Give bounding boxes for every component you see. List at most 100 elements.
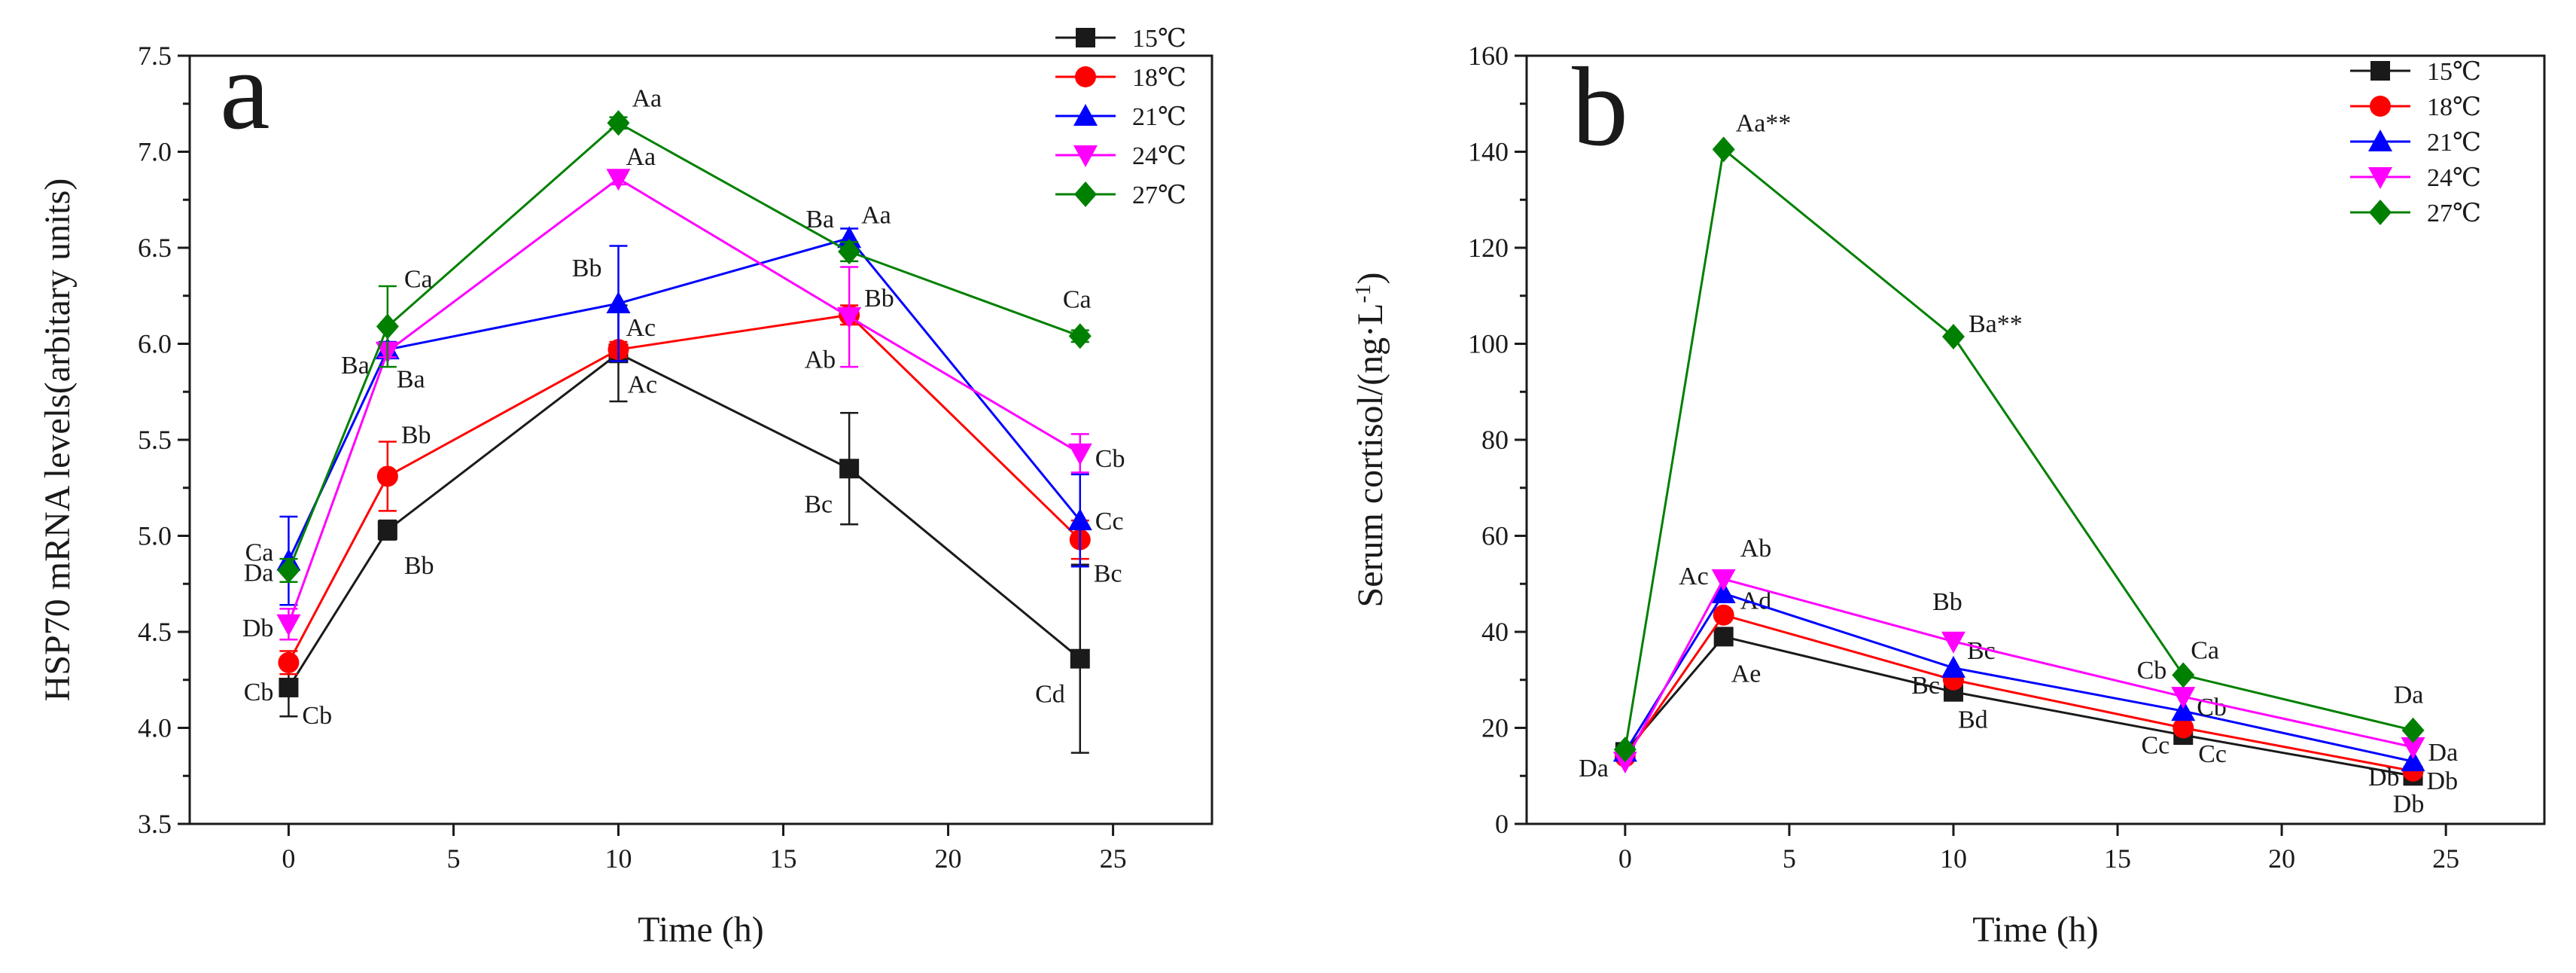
plot-frame — [1525, 54, 2546, 825]
data-point — [607, 110, 630, 136]
panel-letter: b — [1572, 44, 1628, 169]
data-point — [837, 307, 862, 329]
point-label: Cd — [1035, 681, 1065, 709]
x-tick-label: 25 — [1100, 843, 1127, 874]
legend-label: 24℃ — [1132, 142, 1186, 170]
y-axis-title: Serum cortisol/(ng·L-1) — [1350, 273, 1391, 608]
legend-marker — [2369, 200, 2392, 225]
data-point — [1713, 604, 1734, 626]
point-label: Da — [1579, 755, 1609, 782]
legend-label: 24℃ — [2427, 164, 2481, 192]
point-label: Ae — [1731, 660, 1761, 688]
point-label: Ca — [404, 266, 433, 294]
data-point — [1711, 569, 1736, 591]
point-label: Db — [2368, 764, 2400, 792]
x-tick-label: 10 — [1940, 843, 1967, 874]
point-label: Aa** — [1736, 109, 1792, 137]
y-tick-label: 5.5 — [138, 425, 172, 455]
data-point — [1712, 136, 1735, 163]
series-3: Da Ab Bb Cb Da — [1579, 535, 2458, 782]
x-tick-label: 5 — [446, 843, 460, 874]
x-tick-label: 15 — [770, 843, 797, 874]
point-label: Ac — [626, 314, 656, 342]
point-label: Ba — [397, 366, 425, 394]
point-label: Bc — [804, 490, 833, 518]
point-label: Ab — [805, 346, 836, 374]
data-point — [606, 169, 631, 191]
series-4: Aa** Ba** Ca Da — [1613, 109, 2425, 763]
data-point — [2172, 662, 2195, 688]
data-point — [2401, 717, 2425, 743]
data-point — [1612, 752, 1637, 774]
point-label: Cb — [1095, 445, 1125, 473]
y-tick-label: 6.0 — [138, 329, 172, 359]
legend-label: 27℃ — [2427, 200, 2481, 227]
data-point — [2401, 737, 2425, 759]
data-point — [376, 313, 399, 340]
point-label: Ba** — [1969, 310, 2023, 338]
panel-letter: a — [220, 28, 270, 153]
point-label: Cb — [302, 702, 332, 730]
data-point — [1070, 648, 1090, 669]
y-axis-title: HSP70 mRNA levels(arbitary units) — [38, 178, 78, 702]
chart-panel-a: 0 5 10 15 20 25 3.5 4.0 4.5 5.0 5.5 6.0 6.5 7.0 7.5 Tim… — [38, 25, 1213, 950]
series-line — [1624, 613, 2413, 773]
point-label: Cc — [2198, 740, 2227, 768]
series-2: Ca Ba Bb Aa Cc — [245, 201, 1124, 606]
y-tick-label: 0 — [1495, 809, 1509, 839]
y-tick-label: 60 — [1481, 521, 1509, 551]
legend-label: 21℃ — [1132, 103, 1186, 131]
y-tick-label: 7.5 — [138, 41, 172, 71]
y-tick-label: 4.5 — [138, 617, 172, 647]
data-point — [1711, 581, 1736, 603]
y-tick-label: 4.0 — [138, 713, 172, 743]
data-point — [376, 465, 398, 487]
x-tick-label: 20 — [935, 843, 962, 874]
point-label: Aa — [861, 201, 891, 229]
chart-panel-b: 0 5 10 15 20 25 0 20 40 60 80 100 120 140 160 Time (h) S… — [1350, 41, 2546, 950]
legend-marker — [1075, 66, 1096, 87]
data-point — [1613, 737, 1637, 763]
y-tick-label: 40 — [1481, 617, 1509, 647]
legend: 15℃ 18℃ 21℃ 24℃ 27℃ — [1055, 25, 1186, 209]
data-point — [2173, 717, 2194, 739]
y-tick-label: 140 — [1468, 137, 1509, 167]
point-label: Cc — [1095, 508, 1124, 535]
x-axis-title: Time (h) — [1972, 910, 2099, 950]
point-label: Aa — [626, 143, 656, 171]
point-label: Bb — [864, 285, 894, 313]
data-point — [1713, 627, 1734, 647]
x-tick-label: 20 — [2268, 843, 2295, 874]
point-label: Ac — [1679, 563, 1709, 590]
point-label: Bb — [404, 552, 434, 580]
legend-label: 21℃ — [2427, 129, 2481, 157]
data-point — [377, 520, 397, 540]
point-label: Ab — [1740, 535, 1772, 563]
point-label: Da — [2428, 739, 2459, 767]
y-tick-label: 7.0 — [138, 137, 172, 167]
point-label: Bc — [1094, 560, 1122, 588]
x-tick-label: 0 — [1618, 843, 1632, 874]
point-label: Ba — [341, 352, 370, 380]
data-point — [277, 557, 300, 584]
series-3: Db Ba Aa Bb Cb — [242, 143, 1125, 642]
point-label: Aa — [632, 84, 662, 112]
point-label: Bb — [572, 255, 602, 282]
data-point — [276, 614, 301, 636]
point-label: Db — [2427, 767, 2459, 795]
series-line — [288, 352, 1081, 688]
data-point — [278, 651, 300, 673]
point-label: Da — [244, 559, 274, 587]
point-label: Ac — [627, 371, 657, 398]
data-point — [1941, 655, 1965, 678]
x-axis-title: Time (h) — [638, 910, 764, 950]
data-point — [2171, 699, 2196, 721]
legend-marker — [2368, 130, 2392, 151]
x-tick-label: 25 — [2432, 843, 2459, 874]
data-point — [1068, 323, 1092, 349]
y-tick-label: 6.5 — [138, 233, 172, 263]
y-tick-label: 80 — [1481, 425, 1509, 455]
point-label: Cc — [2141, 732, 2170, 760]
